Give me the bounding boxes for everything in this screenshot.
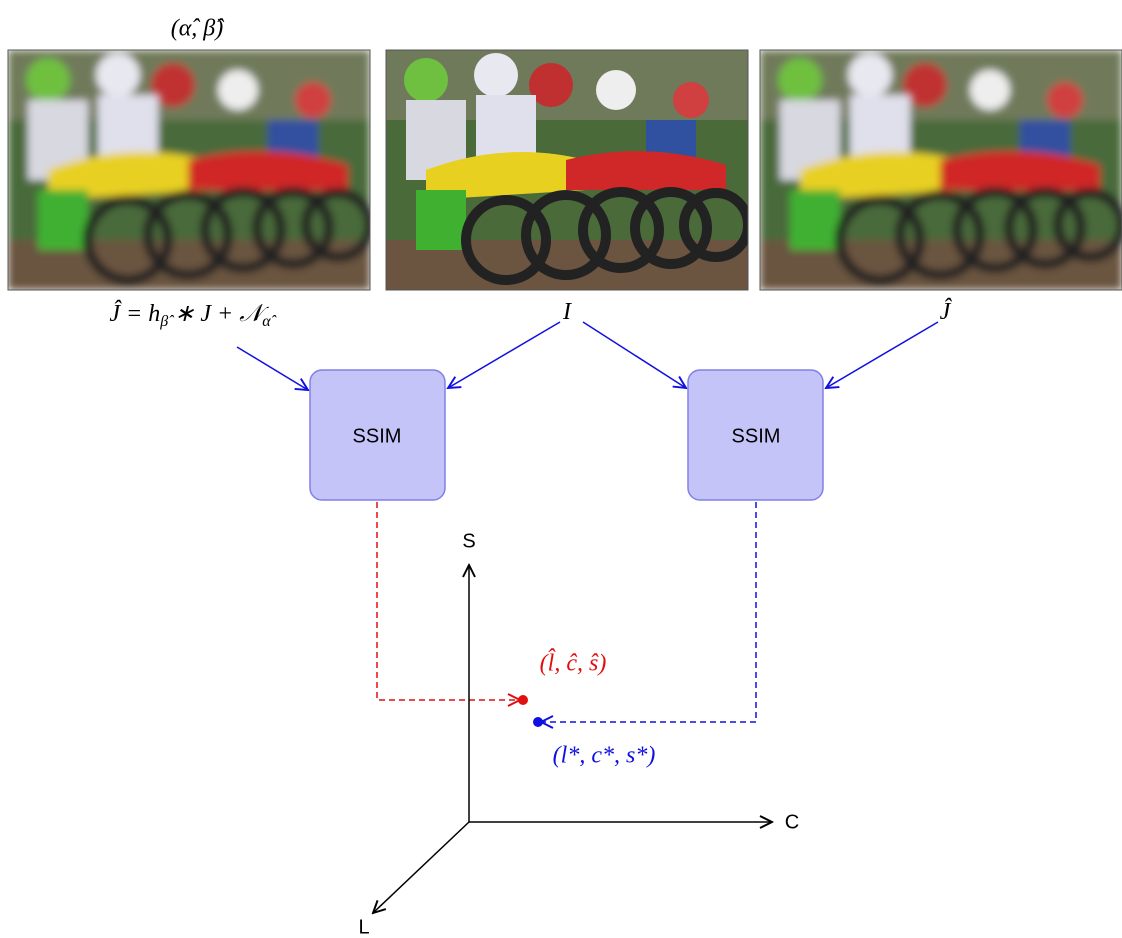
caption: I xyxy=(562,299,572,325)
ssim-box xyxy=(687,369,824,501)
caption-part: Ĵ = h xyxy=(109,300,160,327)
ssim-box xyxy=(309,369,446,501)
axis-label: S xyxy=(462,530,475,552)
caption-part: ∗ J + 𝒩 xyxy=(168,301,269,327)
axes xyxy=(373,565,772,913)
point xyxy=(533,717,543,727)
caption-part: I xyxy=(562,299,572,325)
caption-top: (α̂, β̂) xyxy=(171,16,225,42)
arrows xyxy=(236,321,939,390)
caption-part: Ĵ xyxy=(940,298,953,325)
caption: Ĵ xyxy=(940,298,953,325)
subscript: α̂ xyxy=(262,313,276,330)
dashed-path xyxy=(541,502,757,722)
axis-label: L xyxy=(358,916,369,938)
node-label: SSIM xyxy=(353,425,402,447)
point-label: (l*, c*, s*) xyxy=(553,743,656,769)
image-reference xyxy=(385,49,749,291)
dashed-path xyxy=(376,502,520,700)
node-label: SSIM xyxy=(732,425,781,447)
point xyxy=(518,695,528,705)
point-label: (l̂, ĉ, ŝ) xyxy=(540,649,607,677)
axis-label: C xyxy=(785,811,799,833)
caption: Ĵ = hβ̂ ∗ J + 𝒩α̂ xyxy=(109,300,276,330)
image-degraded xyxy=(7,49,371,291)
image-estimated xyxy=(759,49,1122,291)
